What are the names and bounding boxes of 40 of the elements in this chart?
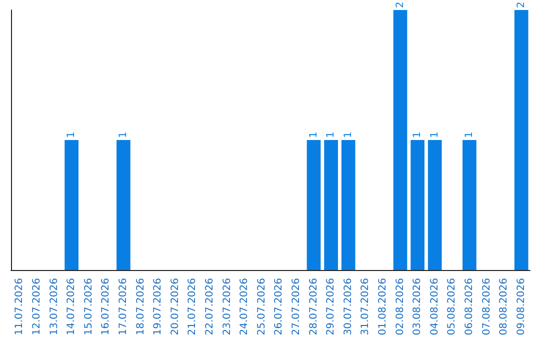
x-tick-label: 08.08.2026 xyxy=(498,278,510,336)
data-label: 2 xyxy=(516,2,527,8)
x-tick-label: 04.08.2026 xyxy=(429,278,440,336)
data-label: 1 xyxy=(118,132,129,138)
x-tick-label: 05.08.2026 xyxy=(446,278,458,336)
x-tick-label: 06.08.2026 xyxy=(464,278,475,336)
x-tick-label: 18.07.2026 xyxy=(135,278,146,336)
data-label: 1 xyxy=(464,132,475,138)
x-tick-label: 09.08.2026 xyxy=(516,278,527,336)
x-tick-label: 24.07.2026 xyxy=(239,278,250,336)
x-tick-label: 02.08.2026 xyxy=(394,278,406,336)
x-tick-label: 19.07.2026 xyxy=(152,278,164,336)
x-tick-label: 27.07.2026 xyxy=(290,278,302,336)
data-label: 1 xyxy=(412,132,424,138)
x-tick-label: 21.07.2026 xyxy=(187,278,198,336)
data-label: 1 xyxy=(308,132,320,138)
x-tick-label: 15.07.2026 xyxy=(83,278,94,336)
data-label: 1 xyxy=(326,132,337,138)
x-tick-label: 07.08.2026 xyxy=(481,278,492,336)
x-tick-label: 03.08.2026 xyxy=(412,278,424,336)
x-tick-label: 26.07.2026 xyxy=(274,278,285,336)
x-tick-label: 01.08.2026 xyxy=(377,278,388,336)
x-tick-label: 31.07.2026 xyxy=(360,278,372,336)
x-tick-label: 28.07.2026 xyxy=(308,278,320,336)
data-label: 1 xyxy=(429,132,440,138)
data-label: 1 xyxy=(342,132,354,138)
x-tick-label: 25.07.2026 xyxy=(256,278,268,336)
data-label: 2 xyxy=(394,2,406,8)
x-tick-label: 11.07.2026 xyxy=(14,278,26,336)
x-tick-label: 14.07.2026 xyxy=(66,278,78,336)
x-tick-label: 22.07.2026 xyxy=(204,278,216,336)
x-tick-label: 13.07.2026 xyxy=(48,278,60,336)
data-label: 1 xyxy=(66,132,78,138)
x-tick-label: 20.07.2026 xyxy=(170,278,181,336)
x-tick-label: 12.07.2026 xyxy=(31,278,42,336)
x-tick-label: 30.07.2026 xyxy=(342,278,354,336)
x-tick-label: 23.07.2026 xyxy=(222,278,233,336)
x-tick-label: 17.07.2026 xyxy=(118,278,129,336)
x-tick-label: 16.07.2026 xyxy=(100,278,112,336)
x-tick-label: 29.07.2026 xyxy=(326,278,337,336)
